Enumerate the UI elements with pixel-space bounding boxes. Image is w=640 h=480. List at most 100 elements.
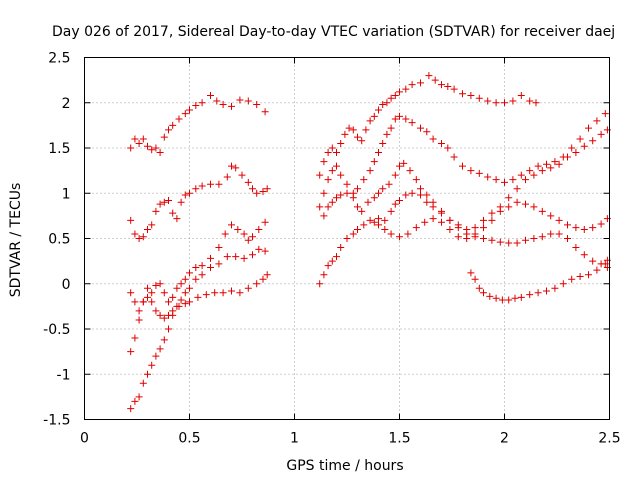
data-point bbox=[169, 209, 177, 217]
data-point bbox=[408, 81, 416, 89]
data-point bbox=[387, 124, 395, 132]
data-point bbox=[324, 262, 332, 270]
data-point bbox=[215, 244, 223, 252]
data-point bbox=[354, 133, 361, 141]
data-point bbox=[429, 135, 437, 143]
data-point bbox=[385, 180, 393, 188]
data-point bbox=[324, 176, 332, 184]
data-point bbox=[160, 289, 168, 297]
data-point bbox=[253, 189, 261, 197]
data-point bbox=[513, 198, 521, 206]
data-point bbox=[349, 194, 357, 202]
data-point bbox=[249, 251, 256, 259]
data-point bbox=[131, 135, 139, 143]
data-point bbox=[144, 284, 151, 292]
data-point bbox=[337, 171, 345, 179]
data-point bbox=[127, 348, 135, 356]
data-point bbox=[362, 126, 370, 134]
data-point bbox=[370, 194, 378, 202]
data-point bbox=[198, 262, 206, 270]
data-point bbox=[551, 284, 559, 292]
data-point bbox=[328, 257, 336, 265]
data-point bbox=[412, 224, 420, 232]
data-point bbox=[337, 191, 345, 199]
x-tick-label: 0.5 bbox=[178, 431, 200, 447]
data-point bbox=[238, 171, 246, 179]
data-point bbox=[165, 196, 172, 204]
data-point bbox=[249, 185, 256, 193]
data-point bbox=[165, 298, 172, 306]
data-point bbox=[173, 215, 181, 223]
data-point bbox=[228, 162, 235, 170]
data-point bbox=[538, 233, 546, 241]
data-point bbox=[526, 291, 534, 299]
data-point bbox=[480, 289, 487, 297]
data-point bbox=[240, 230, 248, 238]
data-point bbox=[144, 225, 151, 233]
series-track-a bbox=[127, 92, 269, 157]
data-point bbox=[572, 244, 580, 252]
data-point bbox=[169, 293, 177, 301]
data-point bbox=[186, 189, 193, 197]
data-point bbox=[213, 97, 221, 105]
data-point bbox=[160, 133, 168, 141]
data-point bbox=[343, 235, 351, 242]
data-point bbox=[192, 101, 200, 109]
data-point bbox=[165, 311, 172, 319]
data-point bbox=[328, 144, 336, 152]
data-point bbox=[198, 182, 206, 190]
data-point bbox=[169, 121, 177, 129]
data-point bbox=[177, 296, 185, 304]
data-point bbox=[568, 144, 576, 152]
data-point bbox=[316, 203, 324, 211]
data-point bbox=[354, 225, 361, 233]
data-point bbox=[559, 280, 567, 288]
data-point bbox=[517, 92, 525, 100]
data-point bbox=[207, 254, 214, 262]
data-point bbox=[215, 260, 223, 268]
data-point bbox=[555, 230, 563, 238]
data-point bbox=[593, 117, 601, 125]
data-point bbox=[127, 405, 135, 413]
data-point bbox=[139, 135, 147, 143]
y-tick-label: -1 bbox=[57, 367, 71, 383]
data-point bbox=[496, 238, 504, 246]
data-point bbox=[511, 294, 519, 302]
series-track-c bbox=[127, 218, 269, 315]
data-point bbox=[127, 216, 135, 224]
data-point bbox=[228, 287, 235, 295]
data-point bbox=[181, 275, 189, 283]
data-point bbox=[601, 260, 609, 268]
data-point bbox=[194, 293, 202, 301]
data-point bbox=[192, 185, 200, 193]
data-point bbox=[375, 106, 382, 114]
data-point bbox=[480, 224, 487, 232]
data-point bbox=[404, 230, 412, 238]
data-point bbox=[396, 162, 403, 170]
data-point bbox=[175, 302, 183, 310]
data-point bbox=[160, 198, 168, 206]
data-point bbox=[234, 225, 242, 233]
data-point bbox=[509, 176, 517, 184]
data-point bbox=[173, 284, 181, 292]
data-point bbox=[423, 198, 431, 206]
data-point bbox=[530, 203, 538, 211]
data-point bbox=[530, 235, 538, 242]
data-point bbox=[509, 97, 517, 105]
data-point bbox=[328, 198, 336, 206]
data-point bbox=[186, 284, 193, 292]
data-point bbox=[438, 139, 445, 147]
data-point bbox=[127, 289, 135, 297]
data-point bbox=[467, 167, 475, 175]
data-point bbox=[383, 130, 391, 138]
data-point bbox=[391, 171, 399, 179]
data-point bbox=[244, 236, 252, 244]
series-track-g bbox=[316, 110, 609, 211]
data-point bbox=[471, 275, 479, 283]
data-point bbox=[375, 189, 382, 197]
data-point bbox=[135, 235, 143, 242]
data-point bbox=[320, 212, 328, 220]
data-point bbox=[580, 225, 588, 233]
data-point bbox=[370, 158, 378, 166]
data-point bbox=[423, 128, 431, 136]
